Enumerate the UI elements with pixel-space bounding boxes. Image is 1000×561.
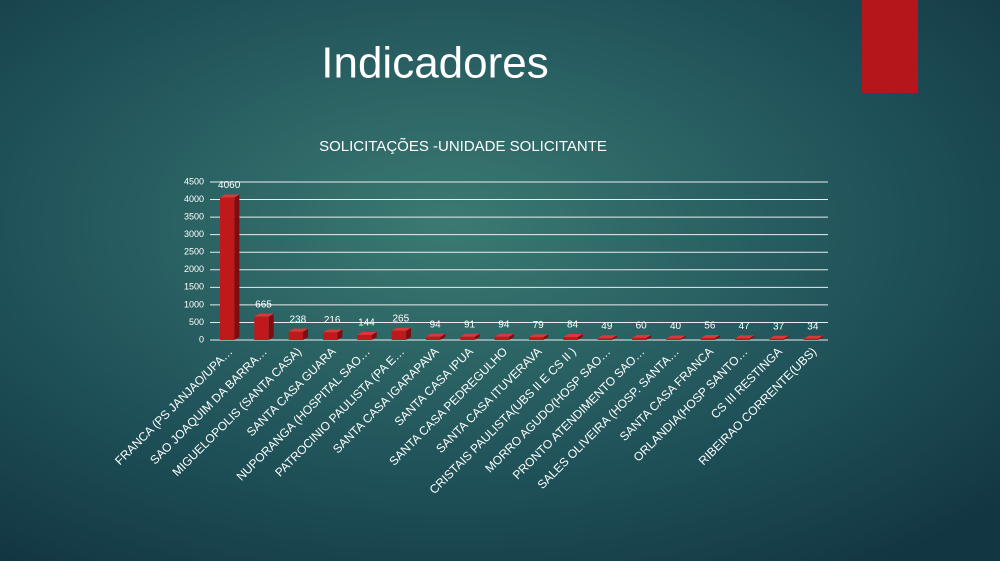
value-label: 56 [704,321,716,332]
bar-top [528,334,549,338]
value-label: 79 [533,320,545,331]
bar [219,197,235,340]
value-label: 238 [289,314,306,325]
bar-top [563,334,583,338]
y-tick-label: 3500 [184,211,204,221]
value-label: 216 [324,315,341,326]
bar-top [391,327,412,331]
bar-top [666,335,686,339]
bar-side [440,333,446,340]
y-tick-label: 0 [199,334,204,344]
value-label: 37 [773,321,785,332]
slide-title: Indicadores [321,39,548,88]
bar [288,331,304,340]
bar-side [303,328,309,340]
y-tick-label: 500 [189,317,204,327]
y-tick-label: 4000 [184,194,204,204]
bar-top [494,333,515,337]
bar-top [700,335,721,339]
y-tick-label: 3000 [184,229,204,239]
value-label: 84 [567,320,579,331]
chart-title: SOLICITAÇÕES -UNIDADE SOLICITANTE [319,138,607,155]
y-tick-label: 4500 [184,176,204,186]
bar-side [337,329,343,340]
y-tick-label: 2000 [184,264,204,274]
bar [563,337,578,340]
bar [460,336,475,340]
bar-side [577,334,583,340]
bar-side [612,335,618,340]
value-label: 265 [392,313,409,324]
value-label: 40 [670,321,682,332]
bar [631,337,647,340]
bar-side [783,335,789,340]
bar-top [254,313,274,317]
bar [357,334,372,340]
value-label: 94 [498,319,510,330]
y-tick-label: 2500 [184,247,204,257]
bar-side [715,335,721,340]
bar-side [818,335,824,340]
y-tick-label: 1500 [184,282,204,292]
bar [666,338,681,340]
value-label: 34 [807,321,819,332]
bar-top [460,333,480,337]
y-tick-label: 1000 [184,299,204,309]
value-label: 91 [464,319,476,330]
bar-top [288,328,309,332]
bar-side [234,194,240,340]
bar-top [425,333,446,337]
bar [391,330,407,340]
bar-side [371,331,377,340]
bar-top [769,335,789,339]
bar-side [474,333,480,340]
bar-side [268,313,274,340]
bar [803,338,819,340]
bar [425,336,441,340]
accent-block [862,0,918,93]
bar-top [597,335,618,339]
bar [769,338,784,340]
bar [322,332,338,340]
value-label: 47 [739,321,751,332]
bar-top [219,194,240,198]
bar [700,338,716,340]
bar-side [509,333,515,340]
bar [734,338,750,340]
bar-side [406,327,412,340]
bar-top [357,331,377,335]
value-label: 94 [430,319,442,330]
bar-top [734,335,755,339]
value-label: 60 [636,321,648,332]
bar-side [543,334,549,340]
bar-side [749,335,755,340]
value-label: 4060 [218,180,241,191]
bar-top [322,329,343,333]
bar-top [631,334,652,338]
bar-side [646,334,652,340]
bar [528,337,544,340]
bar-top [803,335,824,339]
value-label: 665 [255,299,272,310]
bar [597,338,613,340]
bar [494,336,510,340]
value-label: 49 [601,321,613,332]
bar [254,316,269,340]
bar-side [680,335,686,340]
value-label: 144 [358,318,375,329]
